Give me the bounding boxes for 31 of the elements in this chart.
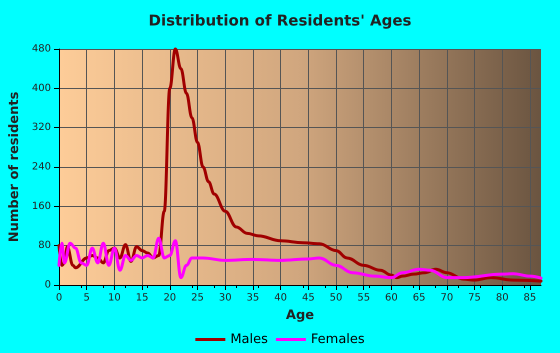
x-tick-label: 50 bbox=[330, 292, 342, 304]
y-tick-label: 320 bbox=[32, 122, 51, 134]
y-tick-label: 160 bbox=[32, 200, 51, 212]
x-tick-label: 10 bbox=[108, 292, 121, 304]
y-tick-label: 400 bbox=[32, 82, 51, 94]
x-tick-label: 85 bbox=[524, 292, 536, 304]
legend-label: Males bbox=[230, 332, 268, 347]
x-tick-label: 75 bbox=[468, 292, 481, 304]
chart-title: Distribution of Residents' Ages bbox=[148, 12, 412, 30]
x-tick-label: 5 bbox=[84, 292, 90, 304]
x-tick-label: 70 bbox=[440, 292, 454, 304]
x-tick-label: 15 bbox=[136, 292, 148, 304]
x-tick-label: 40 bbox=[274, 292, 287, 304]
y-axis-title: Number of residents bbox=[7, 91, 22, 242]
x-axis-title: Age bbox=[286, 308, 314, 323]
x-tick-label: 25 bbox=[191, 292, 204, 304]
x-tick-label: 30 bbox=[218, 292, 232, 304]
x-tick-label: 60 bbox=[385, 292, 398, 304]
x-tick-label: 20 bbox=[163, 292, 176, 304]
x-tick-label: 80 bbox=[496, 292, 509, 304]
y-tick-label: 240 bbox=[32, 162, 51, 172]
y-tick-label: 0 bbox=[44, 280, 51, 290]
legend-label: Females bbox=[310, 332, 365, 347]
line-series bbox=[58, 236, 542, 280]
y-tick-label: 80 bbox=[38, 240, 51, 252]
x-tick-label: 35 bbox=[246, 292, 260, 304]
x-tick-label: 65 bbox=[412, 292, 426, 304]
y-tick-label: 480 bbox=[32, 44, 51, 54]
x-tick-label: 45 bbox=[302, 292, 315, 304]
x-tick-label: 0 bbox=[56, 292, 62, 304]
x-tick-label: 55 bbox=[357, 292, 370, 304]
